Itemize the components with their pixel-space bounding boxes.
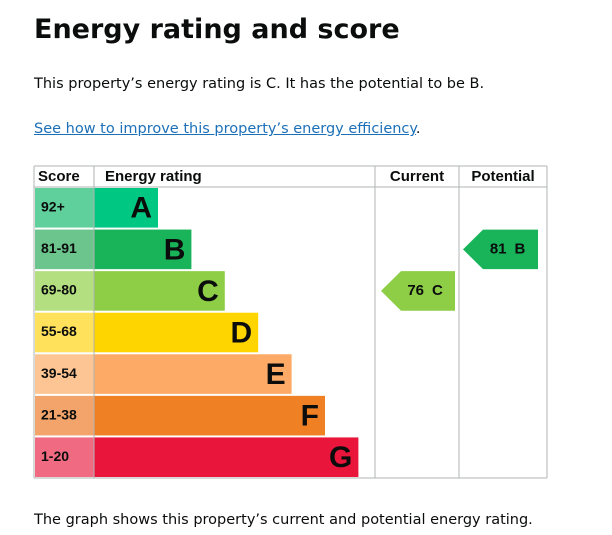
current-score: 76 [407,282,424,299]
link-line: See how to improve this property’s energ… [34,121,421,137]
title: Energy rating and score [34,14,400,45]
rating-bar [94,354,292,394]
score-label: 55-68 [41,323,77,339]
score-label: 92+ [41,198,65,214]
rating-letter: E [266,358,286,391]
column-header: Score [38,168,80,185]
score-label: 81-91 [41,240,77,256]
improve-link[interactable]: See how to improve this property’s energ… [34,121,416,137]
rating-bar [94,437,359,477]
rating-bar [94,395,325,436]
score-label: 69-80 [41,282,77,298]
score-cell [35,312,94,353]
score-cell [35,271,94,311]
rating-bar [94,229,192,270]
summary: This property’s energy rating is C. It h… [34,76,485,92]
rating-bar [94,312,259,353]
score-cell [35,188,94,228]
score-cell [35,354,94,394]
rating-letter: C [197,275,219,308]
rating-letter: F [301,400,319,433]
rating-letter: G [329,441,352,474]
score-label: 1-20 [41,448,69,464]
column-header: Energy rating [105,168,202,185]
potential-score: 81 [490,240,507,257]
rating-letter: A [130,192,152,225]
score-cell [35,395,94,436]
score-cell [35,437,94,477]
rating-letter: B [164,233,186,266]
rating-letter: D [231,316,253,349]
score-label: 21-38 [41,406,77,422]
score-label: 39-54 [41,365,77,381]
rating-bar [94,271,225,311]
footer: The graph shows this property’s current … [34,512,533,528]
column-header: Current [390,168,444,185]
score-cell [35,229,94,270]
current-rating: C [432,282,443,299]
potential-rating: B [515,240,526,257]
rating-bar [94,188,158,228]
current-arrow [381,271,455,311]
potential-arrow [463,229,538,270]
link-punct: . [415,121,421,137]
column-header: Potential [471,168,534,185]
